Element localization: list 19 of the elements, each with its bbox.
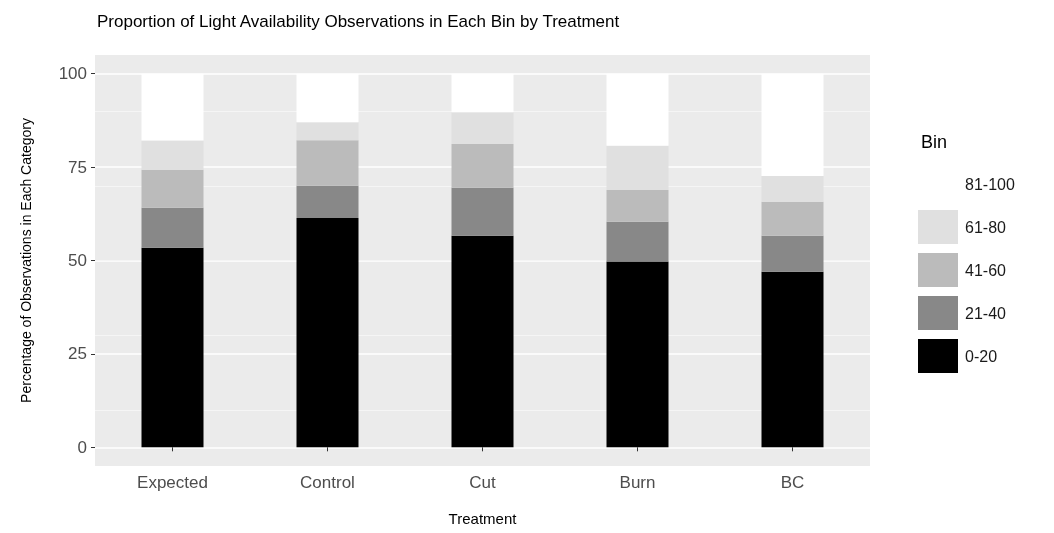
chart-title: Proportion of Light Availability Observations in Each Bin by Treatment <box>97 12 620 31</box>
y-tick-label: 50 <box>68 251 87 270</box>
x-tick-label: BC <box>780 473 805 492</box>
y-tick-label: 75 <box>68 157 87 177</box>
y-tick-label: 25 <box>68 344 87 364</box>
x-tick-label: Burn <box>619 473 656 492</box>
legend-title: Bin <box>921 132 948 152</box>
y-tick-label: 0 <box>77 437 87 457</box>
y-tick-label: 100 <box>58 64 87 84</box>
y-axis-title: Percentage of Observations in Each Category <box>18 118 34 403</box>
x-axis-title: Treatment <box>448 510 518 527</box>
x-tick-label: Expected <box>137 473 208 492</box>
text: 81-100 <box>965 175 1015 193</box>
legend-label: 41-60 <box>965 261 1007 279</box>
legend-label: 61-80 <box>965 218 1007 236</box>
legend-label: 0-20 <box>965 347 998 365</box>
legend-label: 21-40 <box>965 304 1007 322</box>
x-tick-label: Control <box>300 473 355 492</box>
x-tick-label: Cut <box>469 473 496 492</box>
